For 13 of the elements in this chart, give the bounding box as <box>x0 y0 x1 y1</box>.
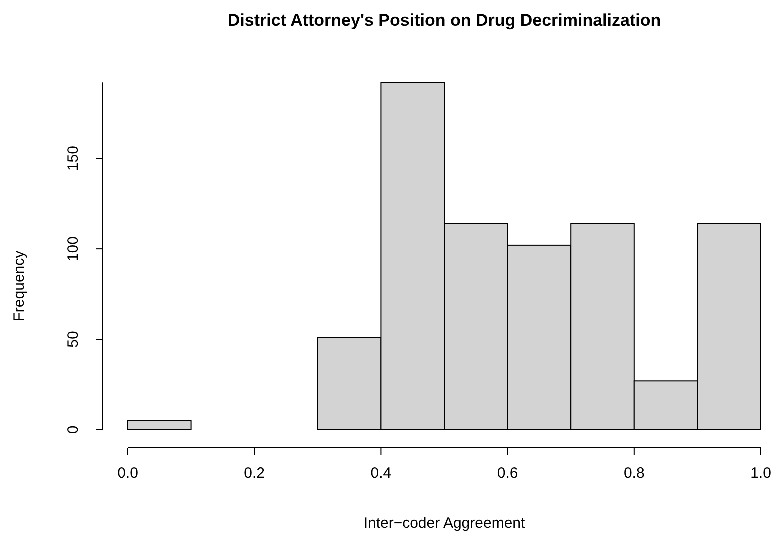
x-tick-label: 0.8 <box>624 465 645 482</box>
x-tick-label: 0.2 <box>244 465 266 482</box>
chart-title: District Attorney's Position on Drug Decriminalization <box>228 11 662 30</box>
y-tick-label: 50 <box>65 331 82 348</box>
y-axis-title: Frequency <box>11 250 28 322</box>
x-tick-label: 1.0 <box>750 465 772 482</box>
x-axis-title: Inter−coder Aggreement <box>364 515 526 532</box>
y-tick-label: 150 <box>65 146 82 172</box>
x-tick-label: 0.0 <box>118 465 138 482</box>
x-tick-label: 0.6 <box>497 465 518 482</box>
x-tick-label: 0.4 <box>370 465 392 482</box>
y-tick-label: 0 <box>65 426 82 434</box>
y-tick-label: 100 <box>65 236 82 262</box>
